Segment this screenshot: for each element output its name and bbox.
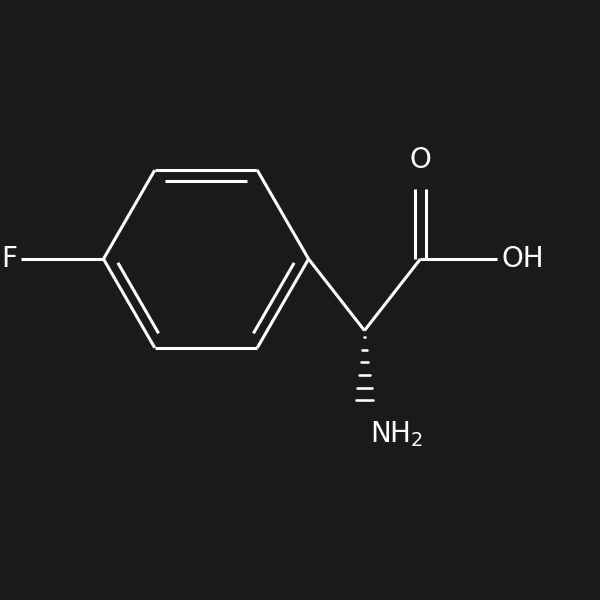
Text: O: O	[410, 146, 431, 174]
Text: F: F	[1, 245, 17, 273]
Text: NH$_2$: NH$_2$	[370, 419, 424, 449]
Text: OH: OH	[501, 245, 544, 273]
